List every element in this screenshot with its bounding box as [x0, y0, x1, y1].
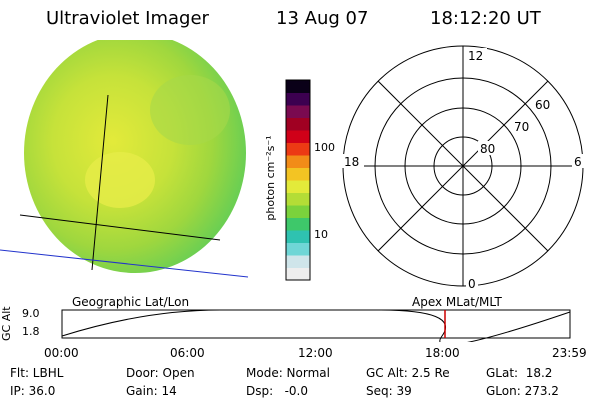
colorbar-stripes	[286, 80, 310, 281]
colorbar-stripe	[286, 92, 310, 106]
colorbar-stripe	[286, 80, 310, 93]
colorbar-tick-100: 100	[314, 141, 335, 154]
polar-plot: 12 18 6 0 60 70 80	[342, 45, 586, 291]
xtick-3: 18:00	[425, 346, 460, 360]
xtick-4: 23:59	[552, 346, 587, 360]
colorbar-stripe	[286, 155, 310, 168]
colorbar-stripe	[286, 230, 310, 243]
colorbar-stripe	[286, 217, 310, 231]
instrument-title: Ultraviolet Imager	[46, 8, 209, 29]
lat-label-80: 80	[480, 142, 495, 156]
colorbar-label: photon cm⁻²s⁻¹	[264, 135, 277, 220]
colorbar-stripe	[286, 192, 310, 206]
colorbar-stripe	[286, 180, 310, 193]
colorbar-stripe	[286, 242, 310, 256]
uv-image-panel	[0, 40, 249, 278]
glon-status: GLon: 273.2	[486, 384, 559, 398]
colorbar-stripe	[286, 167, 310, 181]
ytick-bottom: 1.8	[22, 325, 40, 338]
bright-patch	[85, 152, 155, 208]
parallel-line	[19, 214, 221, 241]
colorbar-stripe	[286, 205, 310, 218]
terminator-line	[0, 249, 249, 278]
colorbar-stripe	[286, 117, 310, 131]
polar-diagonal-2	[377, 80, 549, 252]
xtick-1: 06:00	[170, 346, 205, 360]
dim-patch	[150, 75, 230, 145]
geographic-title: Geographic Lat/Lon	[72, 295, 190, 309]
colorbar-tick-10: 10	[314, 228, 328, 241]
colorbar-stripe	[286, 105, 310, 118]
door-status: Door: Open	[126, 366, 195, 380]
xtick-2: 12:00	[298, 346, 333, 360]
mode-status: Mode: Normal	[246, 366, 330, 380]
colorbar-stripe	[286, 255, 310, 268]
dsp-status: Dsp: -0.0	[246, 384, 309, 398]
apex-title: Apex MLat/MLT	[412, 295, 502, 309]
seq-status: Seq: 39	[366, 384, 412, 398]
gc-alt-status: GC Alt: 2.5 Re	[366, 366, 450, 380]
mlt-label-6: 6	[574, 155, 582, 169]
colorbar-stripe	[286, 267, 310, 281]
date-label: 13 Aug 07	[276, 8, 369, 29]
colorbar-stripe	[286, 130, 310, 143]
xtick-0: 00:00	[44, 346, 79, 360]
ip-status: IP: 36.0	[10, 384, 56, 398]
lat-label-70: 70	[514, 120, 529, 134]
colorbar: photon cm⁻²s⁻¹	[264, 79, 311, 281]
glat-status: GLat: 18.2	[486, 366, 553, 380]
time-label: 18:12:20 UT	[430, 8, 541, 29]
orbit-strip-frame	[61, 309, 571, 339]
lat-label-60: 60	[535, 98, 550, 112]
filter-status: Flt: LBHL	[10, 366, 64, 380]
altitude-curve	[61, 309, 571, 342]
meridian-line	[91, 94, 109, 271]
mlt-label-18: 18	[344, 155, 359, 169]
ytick-top: 9.0	[22, 307, 40, 320]
orbit-strip-plot	[61, 309, 571, 342]
gc-alt-axis-label: GC Alt	[0, 306, 13, 341]
gain-status: Gain: 14	[126, 384, 177, 398]
mlt-label-12: 12	[468, 49, 483, 63]
mlt-label-0: 0	[468, 277, 476, 291]
colorbar-stripe	[286, 142, 310, 156]
